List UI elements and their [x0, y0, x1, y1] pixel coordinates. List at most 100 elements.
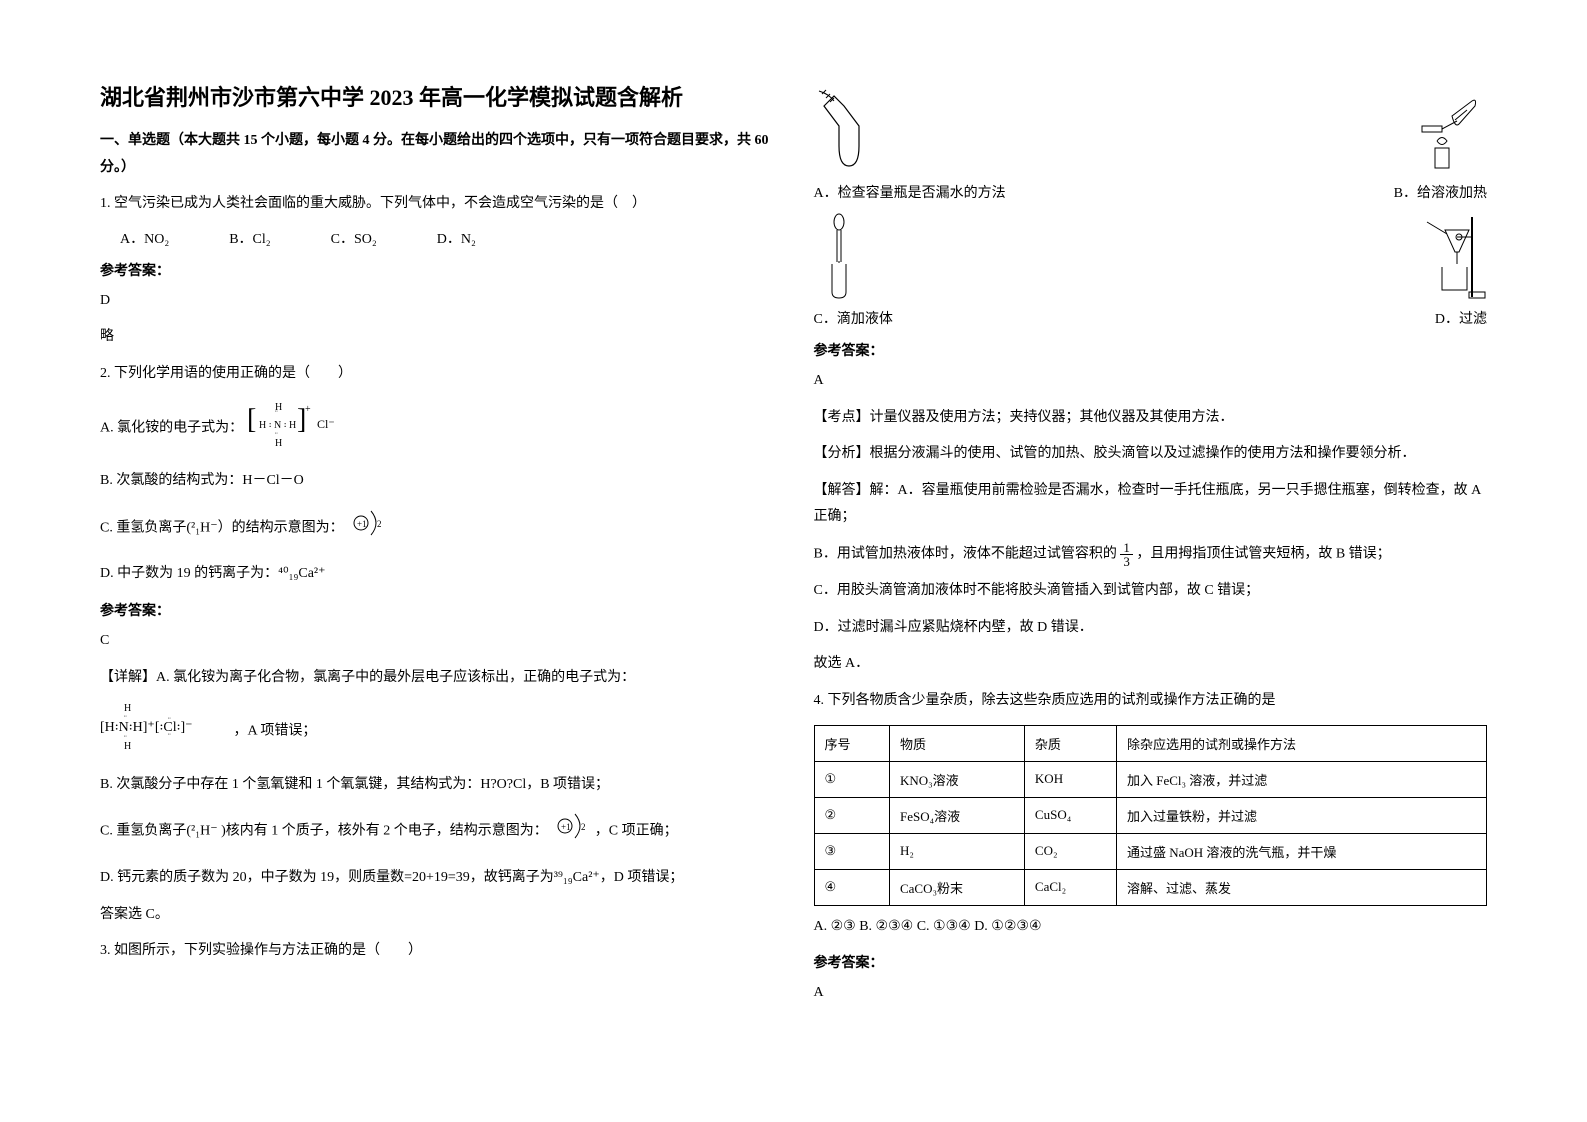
filter-icon: [1417, 212, 1487, 302]
q4-ans: A: [814, 980, 1488, 1007]
q2-expC: C. 重氢负离子(²₁H⁻ )核内有 1 个质子，核外有 2 个电子，结构示意图…: [100, 808, 774, 855]
q4-opts: A. ②③ B. ②③④ C. ①③④ D. ①②③④: [814, 914, 1488, 941]
q3-stem: 3. 如图所示，下列实验操作与方法正确的是（ ）: [100, 938, 774, 965]
svg-text:2: 2: [581, 822, 586, 832]
svg-text:¨: ¨: [168, 716, 171, 725]
q2-expC-tail: ，C 项正确；: [595, 824, 678, 839]
cell: KOH: [1024, 761, 1116, 797]
q2-expA-text: 【详解】A. 氯化铵为离子化合物，氯离子中的最外层电子应该标出，正确的电子式为：: [100, 670, 635, 685]
cell: ①: [814, 761, 889, 797]
q3-label-b: B．给溶液加热: [1394, 182, 1487, 202]
dropper-icon: [814, 212, 864, 302]
q3-exp-final: 故选 A．: [814, 651, 1488, 678]
q3-ans-label: 参考答案：: [814, 340, 1488, 360]
q2-optC: C. 重氢负离子(²₁H⁻）的结构示意图为： +1 2: [100, 505, 774, 552]
q3-expB-pre: B．用试管加热液体时，液体不能超过试管容积的: [814, 547, 1117, 562]
th-substance: 物质: [889, 725, 1024, 761]
q3-expC: C．用胶头滴管滴加液体时不能将胶头滴管插入到试管内部，故 C 错误；: [814, 578, 1488, 605]
q3-img-a: [814, 86, 874, 176]
q2-expD-mid: ³⁹₁₉Ca²⁺: [554, 870, 600, 885]
q2-expD-tail: ，D 项错误；: [600, 870, 684, 885]
atom-diagram-icon: +1 2: [347, 505, 387, 552]
cell: 溶解、过滤、蒸发: [1116, 869, 1486, 905]
q1-options: A．NO₂ B．Cl₂ C．SO₂ D．N₂: [120, 228, 774, 248]
cell: ④: [814, 869, 889, 905]
q2-optB: B. 次氯酸的结构式为：H－Cl－O: [100, 468, 774, 495]
svg-text:+: +: [305, 404, 311, 415]
q3-expB: B．用试管加热液体时，液体不能超过试管容积的 13 ，且用拇指顶住试管夹短柄，故…: [814, 541, 1488, 568]
svg-text:Cl⁻: Cl⁻: [317, 417, 335, 431]
svg-text:H: H: [275, 438, 282, 448]
q1-exp: 略: [100, 324, 774, 351]
table-row: ① KNO₃溶液 KOH 加入 FeCl₃ 溶液，并过滤: [814, 761, 1487, 797]
q4-stem: 4. 下列各物质含少量杂质，除去这些杂质应选用的试剂或操作方法正确的是: [814, 688, 1488, 715]
left-column: 湖北省荆州市沙市第六中学 2023 年高一化学模拟试题含解析 一、单选题（本大题…: [100, 80, 774, 1017]
q2-expA: 【详解】A. 氯化铵为离子化合物，氯离子中的最外层电子应该标出，正确的电子式为：: [100, 665, 774, 692]
cell: 通过盛 NaOH 溶液的洗气瓶，并干燥: [1116, 833, 1486, 869]
fraction-one-third: 13: [1120, 541, 1133, 568]
nh4cl-wrong-formula-icon: [ H ¨ H ꞉ N ꞉ H ¨ H ] + Cl⁻: [247, 398, 357, 459]
q2-expB: B. 次氯酸分子中存在 1 个氢氧键和 1 个氧氯键，其结构式为：H?O?Cl，…: [100, 772, 774, 799]
th-seq: 序号: [814, 725, 889, 761]
cell: KNO₃溶液: [889, 761, 1024, 797]
table-row: ② FeSO₄溶液 CuSO₄ 加入过量铁粉，并过滤: [814, 797, 1487, 833]
q4-ans-label: 参考答案：: [814, 952, 1488, 972]
q3-exp3: 【解答】解：A．容量瓶使用前需检验是否漏水，检查时一手托住瓶底，另一只手摁住瓶塞…: [814, 478, 1488, 531]
svg-text:¨: ¨: [275, 409, 278, 418]
q1-optA: A．NO₂: [120, 228, 169, 248]
q1-optB: B．Cl₂: [229, 228, 270, 248]
q1-ans-label: 参考答案：: [100, 260, 774, 280]
table-row: ④ CaCO₃粉末 CaCl₂ 溶解、过滤、蒸发: [814, 869, 1487, 905]
cell: CaCO₃粉末: [889, 869, 1024, 905]
q3-img-c: [814, 212, 864, 302]
q2-expC-mid: ²₁H⁻ )核内有 1 个质子，核外有 2 个电子，结构示意图为：: [191, 824, 548, 839]
cell: 加入 FeCl₃ 溶液，并过滤: [1116, 761, 1486, 797]
q3-img-d: [1417, 212, 1487, 302]
svg-text:+1: +1: [357, 519, 367, 529]
q3-exp2: 【分析】根据分液漏斗的使用、试管的加热、胶头滴管以及过滤操作的使用方法和操作要领…: [814, 441, 1488, 468]
cell: CuSO₄: [1024, 797, 1116, 833]
q3-label-row-1: A．检查容量瓶是否漏水的方法 B．给溶液加热: [814, 182, 1488, 202]
q2-exp-final: 答案选 C。: [100, 902, 774, 929]
q2-expA-formula: H [H꞉N꞉H]⁺[꞉Cl꞉]⁻ ¨ ¨ H ¨ ¨ ，A 项错误；: [100, 701, 774, 762]
q3-exp1: 【考点】计量仪器及使用方法；夹持仪器；其他仪器及其使用方法．: [814, 405, 1488, 432]
q2-expD-pre: D. 钙元素的质子数为 20，中子数为 19，则质量数=20+19=39，故钙离…: [100, 870, 554, 885]
q3-ans: A: [814, 368, 1488, 395]
volumetric-flask-icon: [814, 86, 874, 176]
svg-text:+1: +1: [561, 822, 571, 832]
section-header: 一、单选题（本大题共 15 个小题，每小题 4 分。在每小题给出的四个选项中，只…: [100, 128, 774, 181]
q2-optC-text: C. 重氢负离子(²₁H⁻）的结构示意图为：: [100, 520, 344, 535]
svg-text:¨: ¨: [124, 714, 127, 723]
q1-stem: 1. 空气污染已成为人类社会面临的重大威胁。下列气体中，不会造成空气污染的是（ …: [100, 191, 774, 218]
page-title: 湖北省荆州市沙市第六中学 2023 年高一化学模拟试题含解析: [100, 80, 774, 112]
q2-optD: D. 中子数为 19 的钙离子为：⁴⁰₁₉Ca²⁺: [100, 561, 774, 588]
q3-img-row-1: [814, 86, 1488, 176]
cell: 加入过量铁粉，并过滤: [1116, 797, 1486, 833]
th-method: 除杂应选用的试剂或操作方法: [1116, 725, 1486, 761]
svg-text:2: 2: [377, 519, 382, 529]
cell: ②: [814, 797, 889, 833]
nh4cl-correct-formula-icon: H [H꞉N꞉H]⁺[꞉Cl꞉]⁻ ¨ ¨ H ¨ ¨: [100, 701, 230, 762]
cell: H₂: [889, 833, 1024, 869]
q2-optA-text: A. 氯化铵的电子式为：: [100, 420, 243, 435]
q4-table: 序号 物质 杂质 除杂应选用的试剂或操作方法 ① KNO₃溶液 KOH 加入 F…: [814, 725, 1488, 906]
q2-ans-label: 参考答案：: [100, 600, 774, 620]
q1-ans: D: [100, 288, 774, 315]
q2-expC-pre: C. 重氢负离子(: [100, 824, 191, 839]
svg-text:H ꞉ N ꞉ H: H ꞉ N ꞉ H: [259, 420, 296, 431]
svg-text:¨: ¨: [168, 732, 171, 741]
q1-optC: C．SO₂: [331, 228, 377, 248]
table-row: ③ H₂ CO₂ 通过盛 NaOH 溶液的洗气瓶，并干燥: [814, 833, 1487, 869]
heating-tube-icon: [1417, 86, 1487, 176]
q2-expD: D. 钙元素的质子数为 20，中子数为 19，则质量数=20+19=39，故钙离…: [100, 865, 774, 892]
q2-expA-tail: ，A 项错误；: [234, 724, 317, 739]
q2-ans: C: [100, 628, 774, 655]
q1-optD: D．N₂: [437, 228, 476, 248]
q2-stem: 2. 下列化学用语的使用正确的是（ ）: [100, 361, 774, 388]
q3-expD: D．过滤时漏斗应紧贴烧杯内壁，故 D 错误．: [814, 615, 1488, 642]
q3-img-b: [1417, 86, 1487, 176]
q3-label-a: A．检查容量瓶是否漏水的方法: [814, 182, 1006, 202]
q3-label-d: D．过滤: [1435, 308, 1487, 328]
cell: CaCl₂: [1024, 869, 1116, 905]
q2-optA: A. 氯化铵的电子式为： [ H ¨ H ꞉ N ꞉ H ¨ H ] + Cl⁻: [100, 398, 774, 459]
